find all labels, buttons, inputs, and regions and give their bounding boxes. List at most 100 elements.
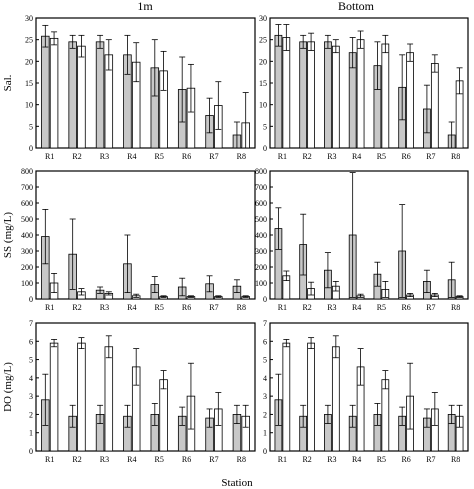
- x-tick-label-r8: R8: [237, 152, 246, 161]
- x-tick-label-r2: R2: [302, 303, 311, 312]
- y-tick-label: 400: [255, 231, 267, 240]
- x-tick-label-r5: R5: [155, 303, 164, 312]
- x-tick-label-r3: R3: [100, 455, 109, 464]
- x-tick-label-r1: R1: [45, 152, 54, 161]
- y-tick-label: 300: [21, 247, 33, 256]
- x-tick-label-r8: R8: [451, 303, 460, 312]
- bar-r3-series-1: [95, 41, 105, 149]
- bar-r1-series-2: [49, 342, 59, 452]
- y-tick-label: 4: [263, 374, 267, 383]
- x-tick-label-r6: R6: [401, 455, 410, 464]
- chart-panel-3: 0 100 200 300 400 500 600 700 800 SS (mg/L) R1 R2 R3…: [2, 167, 256, 312]
- column-title-bottom: Bottom: [338, 0, 375, 13]
- x-axis-label: Station: [221, 477, 253, 489]
- y-tick-label: 600: [21, 199, 33, 208]
- y-tick-label: 3: [263, 392, 267, 401]
- bar-r3-series-2: [104, 346, 114, 452]
- bar-r2-series-2: [77, 342, 86, 452]
- bar-r2-series-2: [307, 41, 315, 149]
- y-tick-label: 500: [21, 215, 33, 224]
- x-tick-label-r4: R4: [127, 455, 136, 464]
- x-tick-label-r5: R5: [155, 152, 164, 161]
- y-tick-label: 300: [255, 247, 267, 256]
- y-tick-label: 6: [29, 337, 33, 346]
- y-tick-label: 6: [263, 337, 267, 346]
- y-tick-label: 0: [263, 447, 267, 456]
- bar-r5-series-2: [381, 43, 390, 149]
- chart-panel-6: 0 1 2 3 4 5 6 7 R1 R2 R3 R4 R5 R6 R7 R8: [263, 319, 469, 464]
- y-axis-label: SS (mg/L): [2, 212, 14, 258]
- y-tick-label: 700: [21, 183, 33, 192]
- x-tick-label-r8: R8: [451, 455, 460, 464]
- y-tick-label: 200: [21, 263, 33, 272]
- bar-r3-series-1: [324, 41, 332, 149]
- x-tick-label-r1: R1: [45, 303, 54, 312]
- y-tick-label: 7: [263, 319, 267, 328]
- y-tick-label: 10: [25, 101, 33, 110]
- y-tick-label: 30: [25, 14, 33, 23]
- bar-r3-series-2: [331, 45, 340, 149]
- bar-r2-series-1: [299, 41, 308, 149]
- y-tick-label: 600: [255, 199, 267, 208]
- x-tick-label-r2: R2: [302, 152, 311, 161]
- y-tick-label: 25: [25, 36, 33, 45]
- bar-r2-series-2: [307, 342, 315, 452]
- chart-panel-2: 0 5 10 15 20 25 30 R1 R2 R3 R4 R5 R6 R7 R8: [259, 14, 469, 161]
- bar-r6-series-2: [406, 52, 414, 149]
- x-tick-label-r5: R5: [377, 152, 386, 161]
- x-tick-label-r3: R3: [327, 152, 336, 161]
- x-tick-label-r3: R3: [100, 152, 109, 161]
- bar-r5-series-2: [159, 379, 168, 452]
- x-tick-label-r7: R7: [426, 455, 435, 464]
- x-tick-label-r5: R5: [377, 303, 386, 312]
- x-tick-label-r7: R7: [426, 303, 435, 312]
- x-tick-label-r7: R7: [209, 303, 218, 312]
- x-tick-label-r2: R2: [72, 455, 81, 464]
- bar-r2-series-1: [68, 41, 77, 149]
- y-tick-label: 0: [29, 295, 33, 304]
- y-tick-label: 800: [255, 167, 267, 176]
- y-tick-label: 5: [263, 122, 267, 131]
- bar-r5-series-2: [381, 379, 390, 452]
- y-tick-label: 2: [29, 410, 33, 419]
- x-tick-label-r3: R3: [327, 455, 336, 464]
- y-tick-label: 1: [29, 429, 33, 438]
- y-tick-label: 0: [29, 447, 33, 456]
- x-tick-label-r6: R6: [401, 152, 410, 161]
- x-tick-label-r4: R4: [352, 455, 361, 464]
- x-tick-label-r2: R2: [72, 152, 81, 161]
- x-tick-label-r1: R1: [45, 455, 54, 464]
- x-tick-label-r4: R4: [352, 152, 361, 161]
- bar-r4-series-2: [356, 39, 365, 149]
- y-tick-label: 25: [259, 36, 267, 45]
- x-tick-label-r8: R8: [237, 303, 246, 312]
- bar-r3-series-2: [331, 346, 340, 452]
- x-tick-label-r2: R2: [72, 303, 81, 312]
- y-tick-label: 200: [255, 263, 267, 272]
- x-tick-label-r8: R8: [451, 152, 460, 161]
- bar-r7-series-2: [430, 63, 439, 149]
- y-tick-label: 100: [255, 279, 267, 288]
- bar-r1-series-2: [49, 37, 59, 149]
- bar-r2-series-2: [77, 45, 86, 149]
- plot-frame: [35, 322, 256, 452]
- y-tick-label: 0: [263, 295, 267, 304]
- x-tick-label-r8: R8: [237, 455, 246, 464]
- x-tick-label-r6: R6: [401, 303, 410, 312]
- y-tick-label: 0: [29, 144, 33, 153]
- x-tick-label-r3: R3: [327, 303, 336, 312]
- y-tick-label: 400: [21, 231, 33, 240]
- x-tick-label-r2: R2: [302, 455, 311, 464]
- chart-panel-4: 0 100 200 300 400 500 600 700 800 R1 R2 R3 R4 R5 R6 R7 R…: [255, 167, 469, 312]
- x-tick-label-r5: R5: [155, 455, 164, 464]
- y-tick-label: 20: [259, 57, 267, 66]
- x-tick-label-r4: R4: [352, 303, 361, 312]
- x-tick-label-r4: R4: [127, 152, 136, 161]
- y-tick-label: 5: [263, 356, 267, 365]
- y-tick-label: 7: [29, 319, 33, 328]
- y-tick-label: 20: [25, 57, 33, 66]
- y-tick-label: 1: [263, 429, 267, 438]
- x-tick-label-r1: R1: [278, 152, 287, 161]
- y-tick-label: 800: [21, 167, 33, 176]
